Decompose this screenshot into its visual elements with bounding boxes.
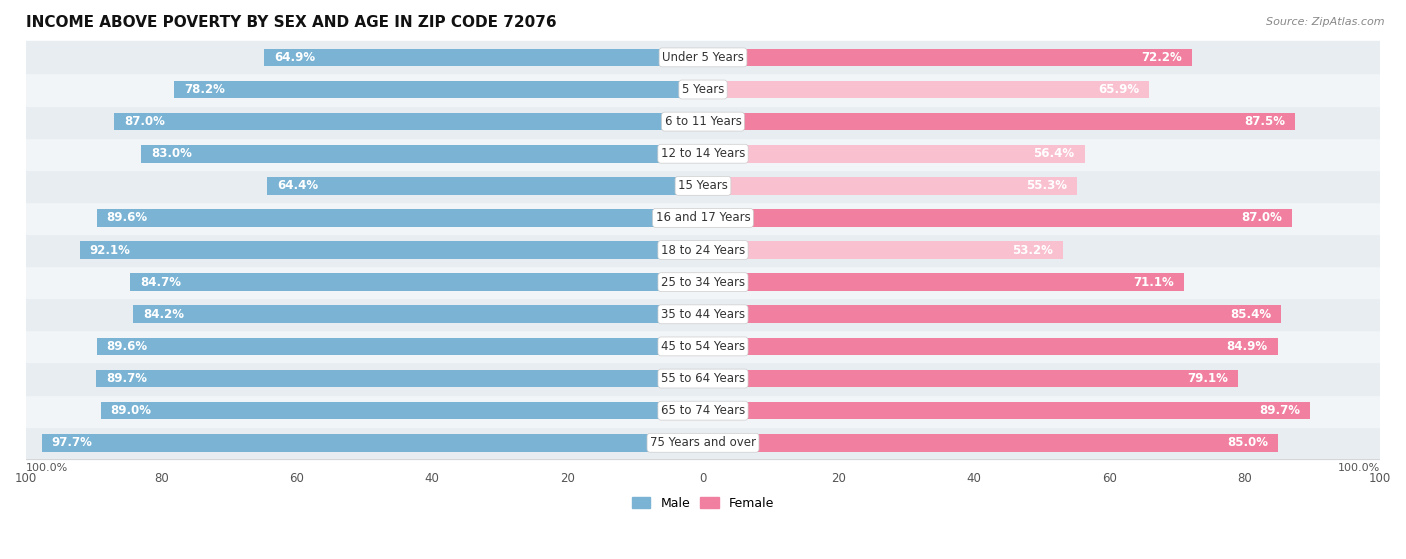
Bar [703, 338, 1278, 356]
Bar [27, 202, 1379, 234]
Text: 89.7%: 89.7% [105, 372, 148, 385]
Bar [174, 80, 703, 98]
Text: 92.1%: 92.1% [90, 244, 131, 257]
Bar [80, 241, 703, 259]
Text: 100.0%: 100.0% [27, 463, 69, 473]
Text: 100.0%: 100.0% [1337, 463, 1379, 473]
Text: 64.9%: 64.9% [274, 51, 315, 64]
Text: 64.4%: 64.4% [277, 179, 318, 192]
Text: 25 to 34 Years: 25 to 34 Years [661, 276, 745, 288]
Bar [703, 177, 1077, 195]
Text: 87.0%: 87.0% [124, 115, 165, 128]
Text: 78.2%: 78.2% [184, 83, 225, 96]
Text: 89.6%: 89.6% [107, 211, 148, 225]
Bar [42, 434, 703, 452]
Bar [703, 305, 1281, 323]
Bar [703, 49, 1192, 66]
Bar [703, 369, 1239, 387]
Bar [703, 145, 1085, 163]
Text: 85.4%: 85.4% [1230, 308, 1271, 321]
Bar [141, 145, 703, 163]
Bar [27, 427, 1379, 459]
Text: 45 to 54 Years: 45 to 54 Years [661, 340, 745, 353]
Bar [129, 273, 703, 291]
Bar [101, 402, 703, 419]
Text: 85.0%: 85.0% [1227, 436, 1268, 449]
Text: 16 and 17 Years: 16 and 17 Years [655, 211, 751, 225]
Bar [703, 402, 1310, 419]
Text: Source: ZipAtlas.com: Source: ZipAtlas.com [1267, 17, 1385, 27]
Text: 84.9%: 84.9% [1226, 340, 1268, 353]
Text: 65 to 74 Years: 65 to 74 Years [661, 404, 745, 417]
Bar [96, 369, 703, 387]
Text: 84.2%: 84.2% [143, 308, 184, 321]
Bar [114, 113, 703, 130]
Text: 87.0%: 87.0% [1241, 211, 1282, 225]
Text: 56.4%: 56.4% [1033, 147, 1074, 160]
Bar [97, 209, 703, 227]
Bar [27, 266, 1379, 299]
Text: 53.2%: 53.2% [1012, 244, 1053, 257]
Bar [267, 177, 703, 195]
Text: INCOME ABOVE POVERTY BY SEX AND AGE IN ZIP CODE 72076: INCOME ABOVE POVERTY BY SEX AND AGE IN Z… [27, 15, 557, 30]
Text: 97.7%: 97.7% [52, 436, 93, 449]
Text: 87.5%: 87.5% [1244, 115, 1285, 128]
Text: 6 to 11 Years: 6 to 11 Years [665, 115, 741, 128]
Text: 5 Years: 5 Years [682, 83, 724, 96]
Text: 89.7%: 89.7% [1258, 404, 1301, 417]
Legend: Male, Female: Male, Female [627, 492, 779, 515]
Text: 65.9%: 65.9% [1098, 83, 1139, 96]
Bar [97, 338, 703, 356]
Bar [703, 80, 1149, 98]
Bar [134, 305, 703, 323]
Bar [703, 241, 1063, 259]
Bar [27, 362, 1379, 395]
Bar [27, 170, 1379, 202]
Text: 71.1%: 71.1% [1133, 276, 1174, 288]
Text: 55 to 64 Years: 55 to 64 Years [661, 372, 745, 385]
Text: 72.2%: 72.2% [1140, 51, 1181, 64]
Text: 35 to 44 Years: 35 to 44 Years [661, 308, 745, 321]
Bar [703, 209, 1292, 227]
Text: 15 Years: 15 Years [678, 179, 728, 192]
Text: 89.0%: 89.0% [111, 404, 152, 417]
Bar [27, 234, 1379, 266]
Bar [27, 395, 1379, 427]
Bar [703, 273, 1184, 291]
Text: 75 Years and over: 75 Years and over [650, 436, 756, 449]
Bar [27, 138, 1379, 170]
Bar [703, 434, 1278, 452]
Bar [264, 49, 703, 66]
Text: 89.6%: 89.6% [107, 340, 148, 353]
Bar [27, 330, 1379, 362]
Text: 12 to 14 Years: 12 to 14 Years [661, 147, 745, 160]
Text: 84.7%: 84.7% [139, 276, 181, 288]
Text: 79.1%: 79.1% [1188, 372, 1229, 385]
Bar [27, 106, 1379, 138]
Text: 83.0%: 83.0% [152, 147, 193, 160]
Bar [27, 41, 1379, 73]
Bar [27, 73, 1379, 106]
Text: 18 to 24 Years: 18 to 24 Years [661, 244, 745, 257]
Bar [27, 299, 1379, 330]
Text: 55.3%: 55.3% [1026, 179, 1067, 192]
Bar [703, 113, 1295, 130]
Text: Under 5 Years: Under 5 Years [662, 51, 744, 64]
